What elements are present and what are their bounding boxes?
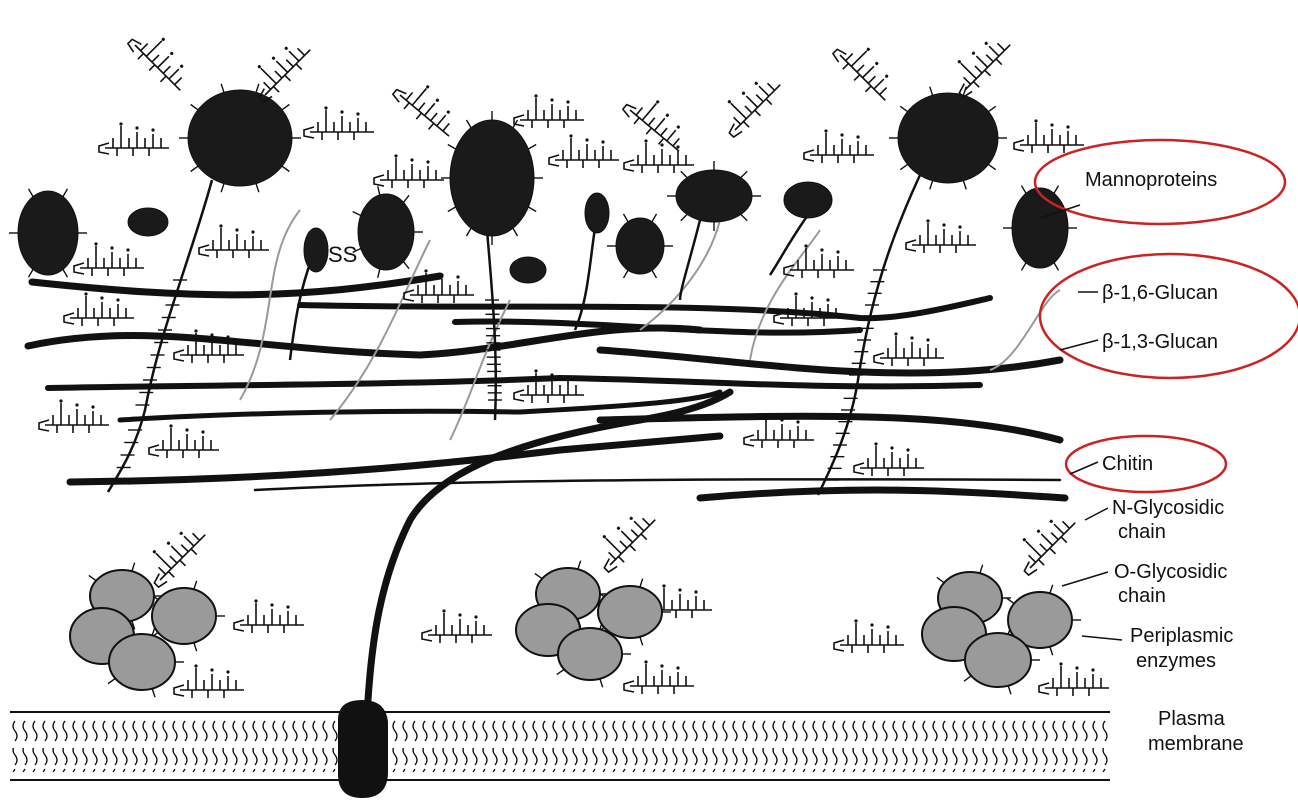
sugar-chain [63,291,135,327]
label-periplasmic: Periplasmic [1130,625,1233,647]
periplasmic-enzyme-cluster [69,569,217,691]
mannoprotein-body [783,181,833,219]
mannoprotein-body [675,169,753,223]
label-beta16-glucan: β-1,6-Glucan [1102,282,1218,304]
membrane-anchor-protein [338,388,734,798]
sugar-chain [98,121,170,157]
sugar-chain [38,398,110,434]
sugar-chain [136,515,212,591]
label-o-glycosidic-chain: chain [1118,585,1166,607]
periplasmic-enzyme-cluster [921,571,1073,688]
mannoprotein-body [17,190,79,276]
sugar-chain [711,65,787,141]
sugar-chain [1013,118,1085,154]
label-periplasmic-enzymes: enzymes [1136,650,1216,672]
mannoprotein-body [127,207,169,237]
label-beta13-glucan: β-1,3-Glucan [1102,331,1218,353]
sugar-chain [873,331,945,367]
mannoproteins [17,89,1069,284]
label-plasma: Plasma [1158,708,1226,730]
mannoprotein-body [584,192,610,234]
sugar-chain [148,423,220,459]
sugar-chain [941,25,1017,101]
sugar-chain [373,153,445,189]
sugar-chain [853,441,925,477]
sugar-chain [623,659,695,695]
sugar-chain [421,608,493,644]
sugar-chain [803,128,875,164]
sugar-chain [1038,661,1110,697]
sugar-chain [1006,503,1082,579]
sugar-chain [829,31,905,107]
beta-glucan-fibers [24,272,1064,486]
mannoprotein-body [897,92,999,184]
chitin-highlight [1064,434,1228,494]
label-n-glycosidic: N-Glycosidic [1112,497,1224,519]
sugar-chain [905,218,977,254]
mannoprotein-body [187,89,293,187]
label-o-glycosidic: O-Glycosidic [1114,561,1227,583]
sugar-chain [783,243,855,279]
mannoprotein-body [449,119,535,237]
label-chitin: Chitin [1102,453,1153,475]
mannoprotein-body [509,256,547,284]
beta16-linkers [239,209,1061,441]
sugar-chain [198,223,270,259]
sugar-chain [389,70,467,144]
mannoprotein-body [357,193,415,271]
label-plasma-membrane: membrane [1148,733,1244,755]
sugar-chain [124,21,200,97]
sugar-chain [586,500,662,576]
mannoprotein-body [1011,187,1069,269]
glucan-highlight [1038,252,1298,380]
mannoprotein-body [303,227,329,273]
periplasmic-enzyme-cluster [515,567,663,681]
sugar-chain [513,368,585,404]
sugar-chain [73,241,145,277]
sugar-chain [303,105,375,141]
sugar-chain [173,663,245,699]
mannoproteins-highlight [1033,138,1287,226]
sugar-chain [233,598,305,634]
label-mannoproteins: Mannoproteins [1085,169,1217,191]
mannoprotein-body [615,217,665,275]
plasma-membrane [10,711,1110,781]
sugar-chain [548,133,620,169]
sugar-chain [513,93,585,129]
chitin-fibers [253,478,1069,502]
sugar-chain [833,618,905,654]
label-n-glycosidic-chain: chain [1118,521,1166,543]
legend-labels: Mannoproteins β-1,6-Glucan β-1,3-Glucan … [1033,138,1298,755]
sugar-chain [619,85,697,159]
disulfide-label: SS [328,242,357,267]
